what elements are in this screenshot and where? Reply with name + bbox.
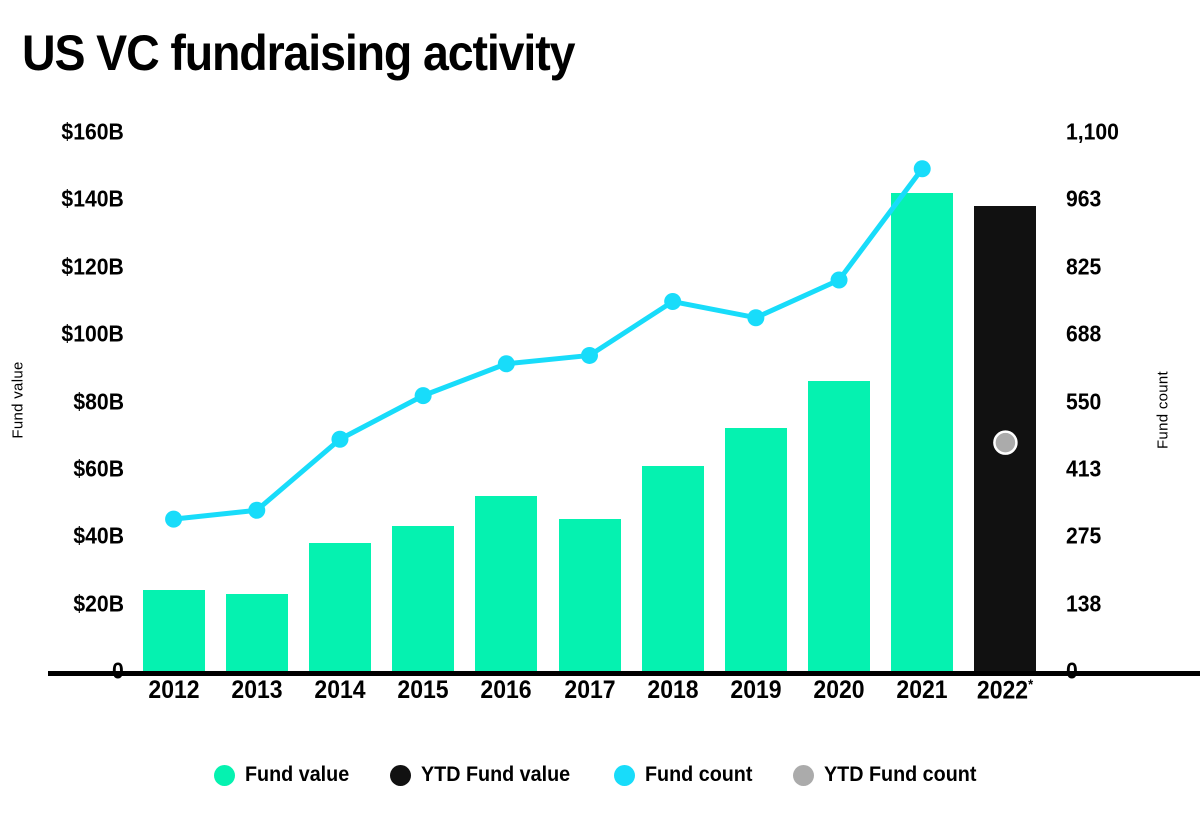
bar-2015[interactable]: [392, 526, 455, 671]
fund-count-point[interactable]: [664, 293, 682, 311]
bar-2012[interactable]: [142, 590, 205, 671]
fund-count-point[interactable]: [248, 501, 266, 519]
x-axis-line: [48, 671, 1200, 676]
y-axis-left-tick: $40B: [73, 522, 124, 549]
fund-count-point[interactable]: [165, 510, 183, 528]
y-axis-left-tick: 0: [112, 658, 124, 685]
y-axis-right-tick: 825: [1066, 253, 1102, 280]
chart-legend: Fund value YTD Fund value Fund count YTD Fu…: [0, 763, 1200, 787]
legend-label: YTD Fund value: [420, 763, 571, 786]
y-axis-right-title: Fund count: [1154, 370, 1172, 450]
x-axis-tick: 2017: [563, 676, 616, 704]
legend-item[interactable]: YTD Fund value: [389, 763, 580, 787]
bar-2013[interactable]: [225, 593, 288, 671]
x-axis-tick: 2021: [896, 676, 948, 704]
legend-item[interactable]: Fund value: [214, 763, 356, 787]
y-axis-right-tick: 138: [1066, 590, 1102, 617]
page-title: US VC fundraising activity: [22, 25, 575, 81]
bar-2021[interactable]: [891, 192, 954, 671]
fund-count-point[interactable]: [414, 387, 432, 405]
x-axis-tick: 2013: [231, 676, 283, 704]
y-axis-right-tick: 963: [1066, 185, 1102, 212]
bar-2018[interactable]: [641, 465, 704, 671]
bar-2016[interactable]: [475, 495, 538, 671]
y-axis-right-tick: 550: [1066, 388, 1102, 414]
y-axis-left-tick: $160B: [61, 118, 124, 145]
fund-count-point[interactable]: [331, 430, 349, 448]
y-axis-right-tick: 275: [1066, 522, 1102, 549]
y-axis-right-tick: 1,100: [1066, 118, 1119, 145]
x-axis-tick: 2019: [730, 676, 782, 704]
x-axis-tick: 2018: [647, 676, 699, 704]
y-axis-left-tick: $80B: [73, 388, 124, 414]
x-axis-tick: 2015: [397, 676, 449, 704]
x-axis-tick: 2012: [147, 676, 200, 704]
legend-swatch-icon: [214, 764, 235, 786]
bar-2022[interactable]: [974, 206, 1037, 671]
fund-count-point[interactable]: [913, 160, 931, 178]
legend-swatch-icon: [613, 764, 635, 786]
legend-item[interactable]: YTD Fund count: [792, 763, 986, 787]
y-axis-right-tick: 688: [1066, 320, 1102, 347]
y-axis-right-tick: 0: [1066, 658, 1078, 685]
legend-swatch-icon: [792, 764, 814, 786]
legend-label: Fund value: [245, 763, 350, 786]
y-axis-left-tick: $140B: [61, 185, 124, 212]
x-axis-tick: 2016: [480, 676, 532, 704]
legend-label: YTD Fund count: [823, 763, 977, 786]
x-axis-tick: 2014: [314, 676, 366, 704]
fund-count-point[interactable]: [747, 309, 765, 327]
y-axis-left-tick: $20B: [73, 590, 124, 617]
y-axis-left-title: Fund value: [9, 361, 27, 439]
legend-item[interactable]: Fund count: [613, 763, 759, 787]
fund-count-point[interactable]: [581, 346, 598, 364]
y-axis-left-tick: $120B: [61, 253, 124, 280]
x-axis-tick: 2020: [813, 676, 865, 704]
bar-2019[interactable]: [724, 428, 787, 671]
bar-2017[interactable]: [558, 519, 621, 671]
legend-swatch-icon: [389, 764, 411, 786]
bar-2014[interactable]: [308, 542, 371, 671]
fund-count-point[interactable]: [830, 271, 848, 289]
fund-count-point[interactable]: [497, 355, 515, 373]
y-axis-left-tick: $60B: [73, 455, 124, 482]
legend-label: Fund count: [644, 763, 753, 786]
bar-2020[interactable]: [808, 381, 871, 671]
y-axis-left-tick: $100B: [61, 320, 124, 347]
y-axis-right-tick: 413: [1066, 455, 1102, 482]
x-axis-tick: 2022*: [977, 676, 1034, 705]
